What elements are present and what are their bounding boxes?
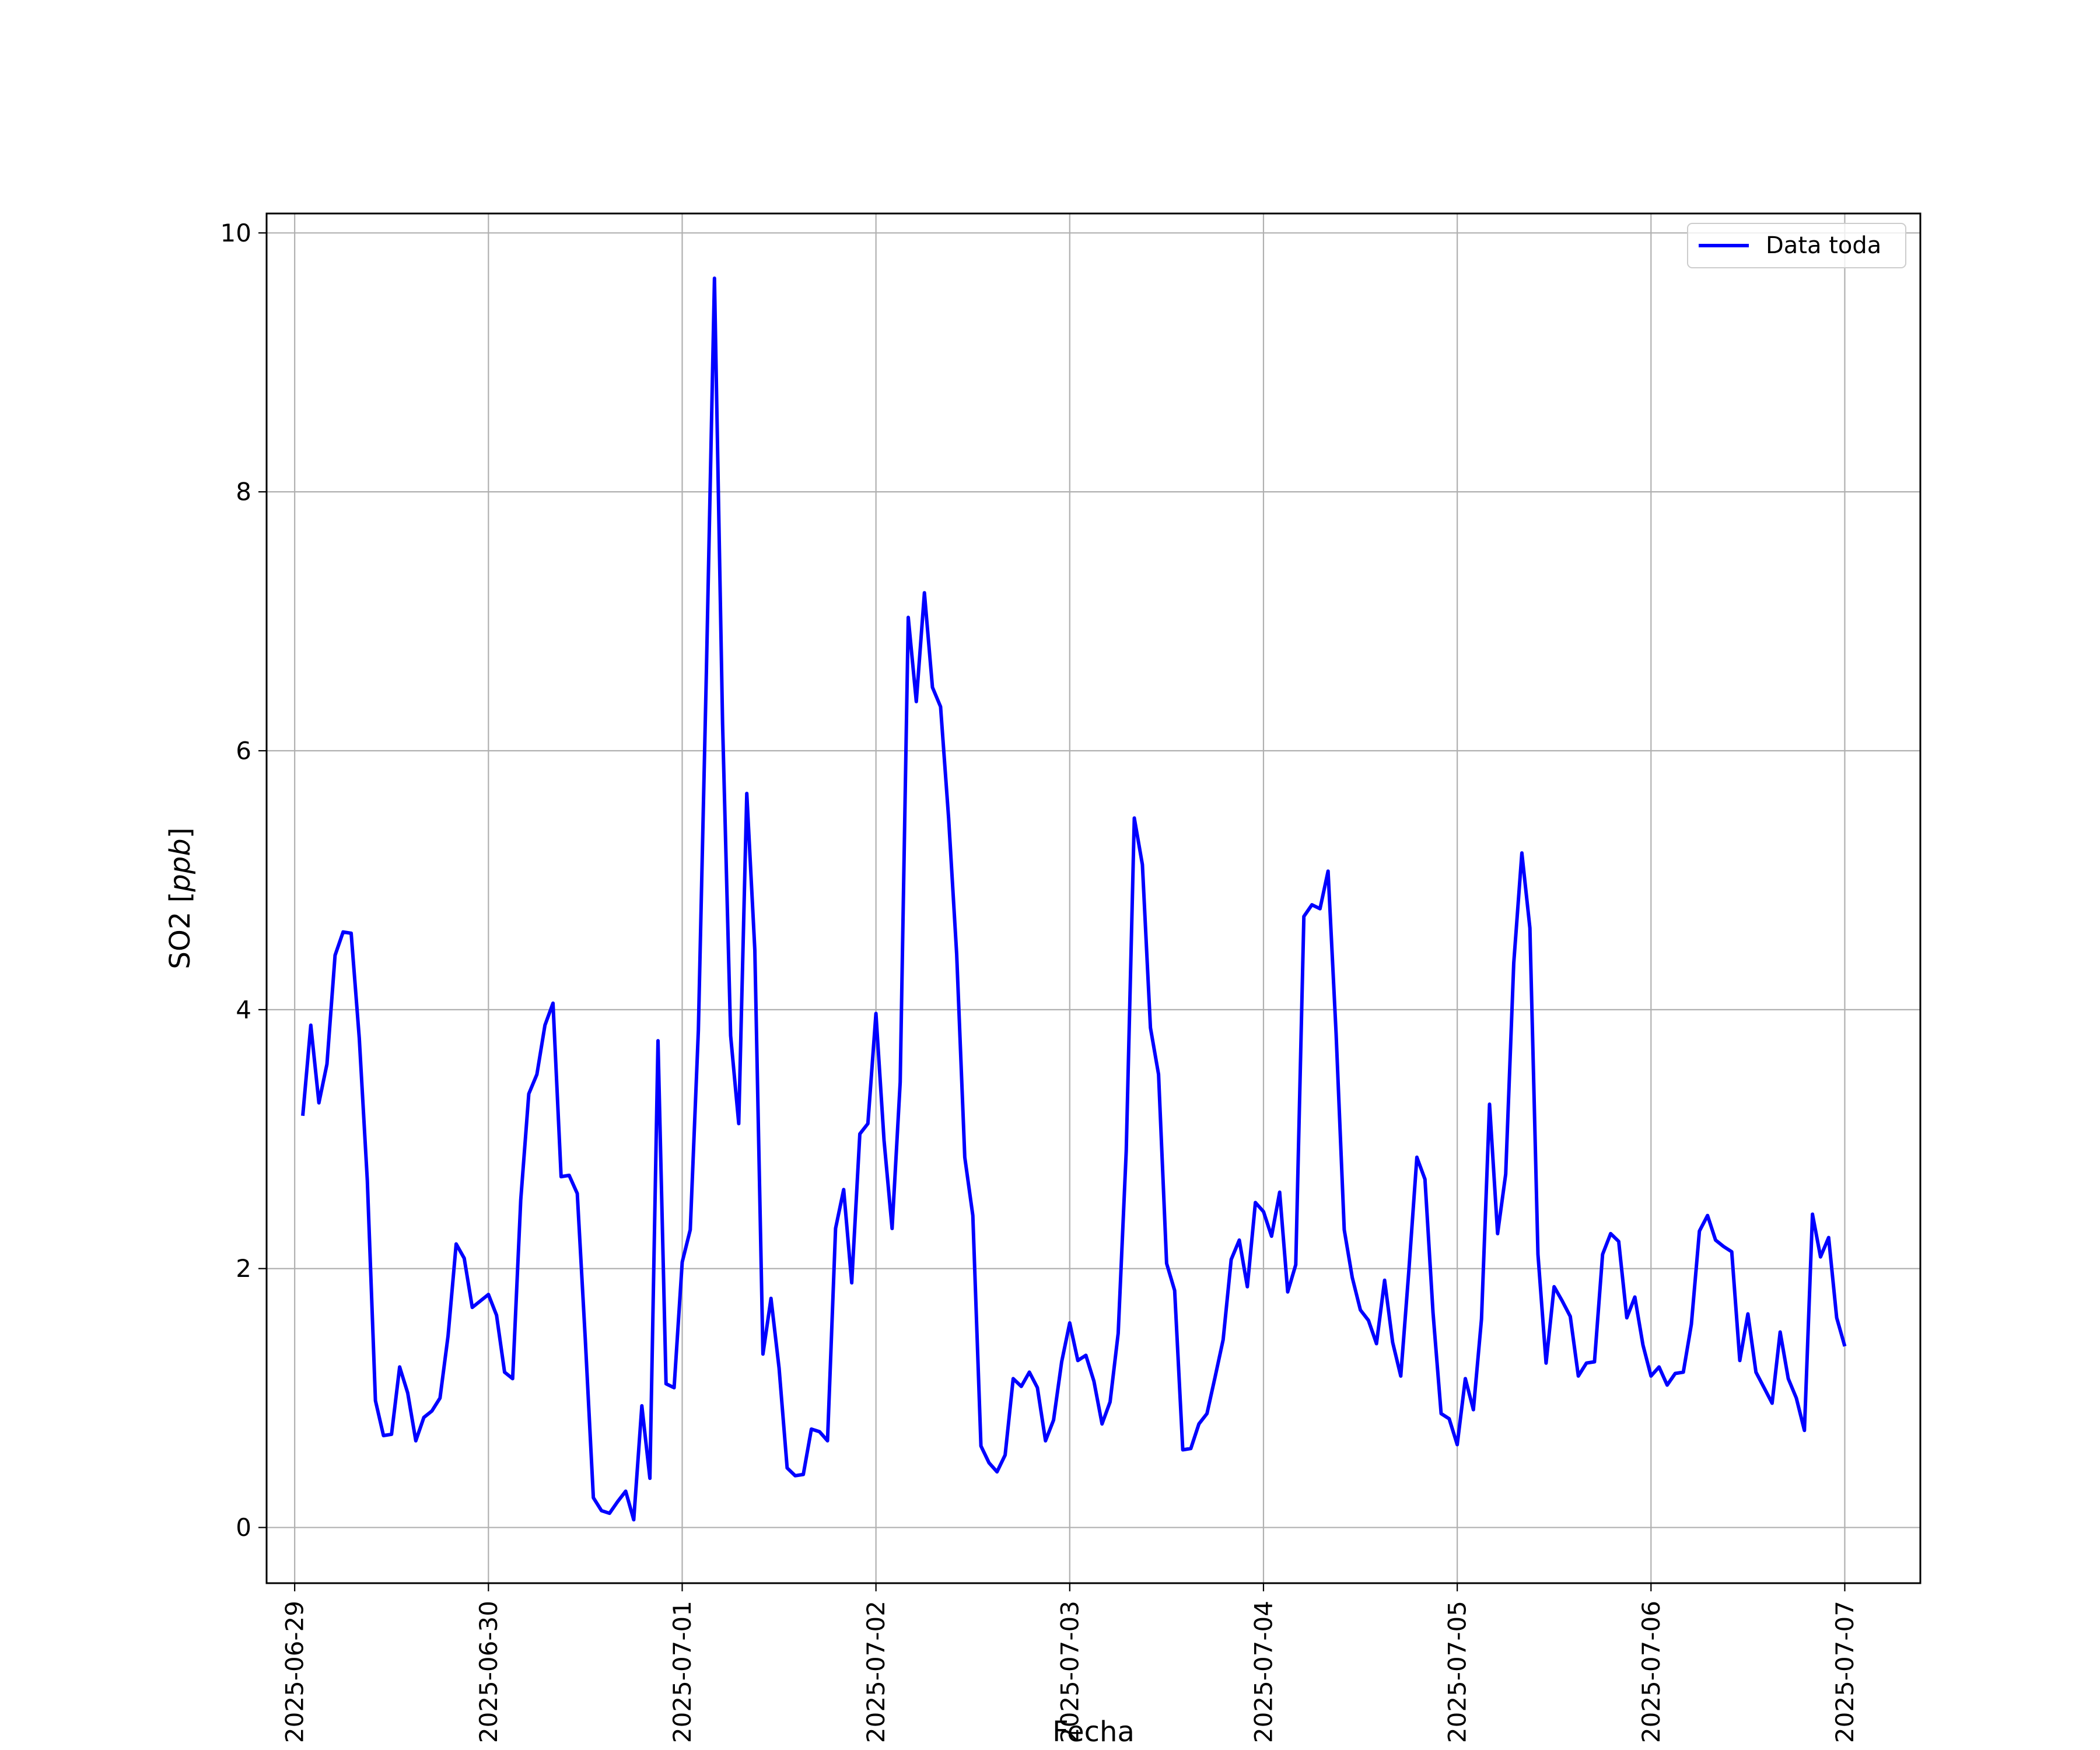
y-axis-label-close: ] bbox=[164, 828, 197, 839]
y-tick-label: 0 bbox=[236, 1513, 251, 1542]
x-axis-label: Fecha bbox=[1052, 1716, 1135, 1748]
x-axis-ticks: 2025-06-29 2025-06-30 2025-07-01 2025-07-02… bbox=[281, 1583, 1859, 1743]
legend-label-data-toda: Data toda bbox=[1766, 232, 1881, 259]
x-tick-label: 2025-07-03 bbox=[1055, 1601, 1084, 1743]
x-tick-label: 2025-07-02 bbox=[862, 1601, 890, 1743]
y-axis-label-text: SO2 [ bbox=[164, 892, 197, 970]
x-tick-label: 2025-07-04 bbox=[1249, 1601, 1278, 1743]
y-axis-ticks: 0 2 4 6 8 10 bbox=[220, 219, 267, 1542]
y-tick-label: 10 bbox=[220, 219, 251, 247]
y-axis-label-unit: ppb bbox=[164, 838, 197, 892]
x-tick-label: 2025-06-30 bbox=[474, 1601, 503, 1743]
x-tick-label: 2025-07-05 bbox=[1443, 1601, 1472, 1743]
y-tick-label: 8 bbox=[236, 478, 251, 506]
x-tick-label: 2025-07-06 bbox=[1637, 1601, 1665, 1743]
y-axis-label: SO2 [ppb] bbox=[164, 828, 197, 970]
y-tick-label: 6 bbox=[236, 737, 251, 765]
x-tick-label: 2025-07-01 bbox=[668, 1601, 696, 1743]
y-tick-label: 4 bbox=[236, 995, 251, 1024]
plot-area-frame bbox=[265, 212, 1922, 1584]
series-line-data-toda bbox=[301, 276, 1847, 1522]
legend-box bbox=[1687, 223, 1906, 268]
grid-lines bbox=[267, 214, 1920, 1583]
legend: Data toda bbox=[1687, 223, 1906, 268]
y-tick-label: 2 bbox=[236, 1254, 251, 1283]
x-tick-label: 2025-07-07 bbox=[1831, 1601, 1859, 1743]
series-layer bbox=[301, 276, 1847, 1522]
x-tick-label: 2025-06-29 bbox=[281, 1601, 309, 1743]
